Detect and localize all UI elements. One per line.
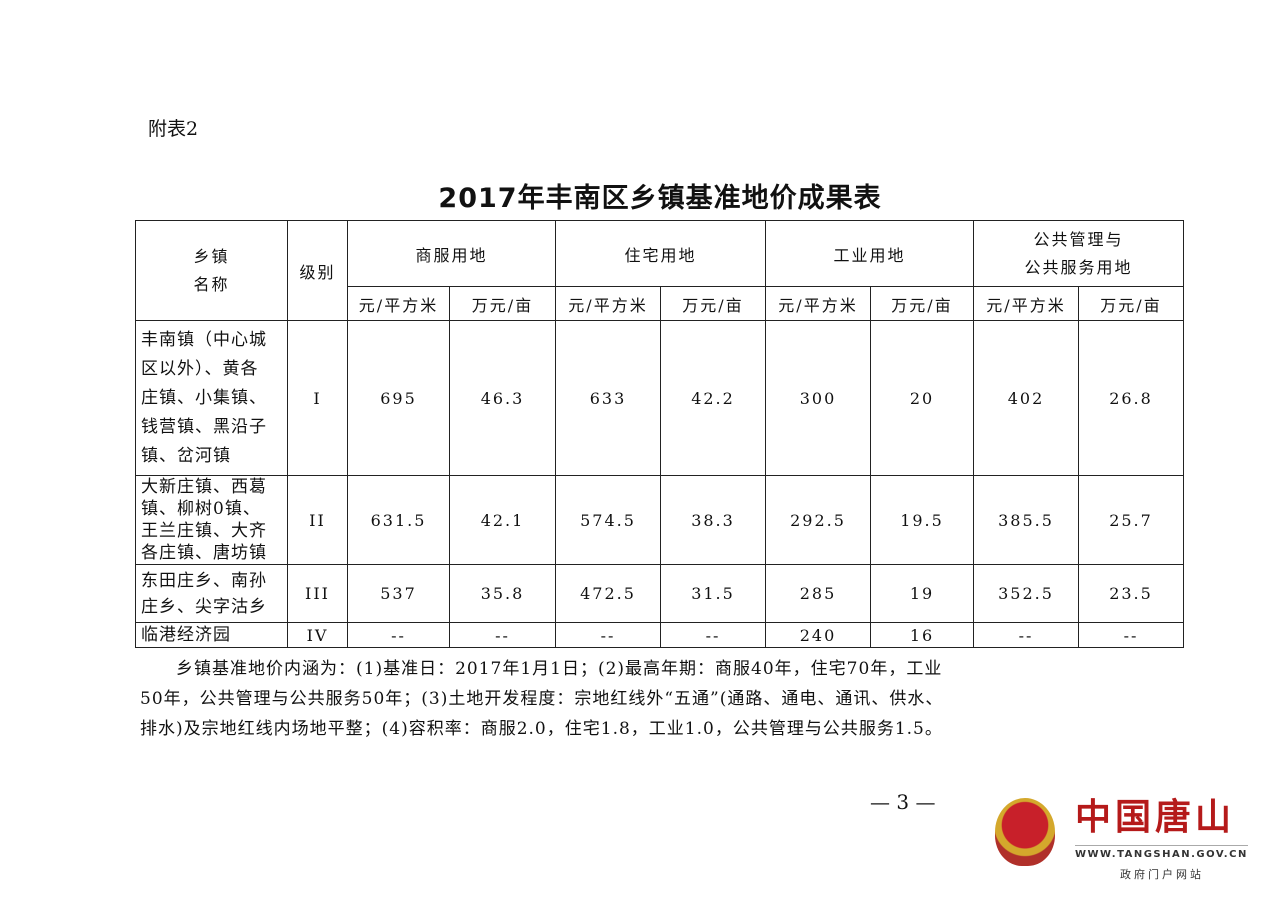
town-name-line: 各庄镇、唐坊镇 — [141, 543, 267, 563]
header-town-name: 乡镇 名称 — [135, 220, 288, 321]
content: 乡镇 名称 级别 商服用地 住宅用地 工业用地 公共管理与 公共服务用地 元/平… — [135, 220, 1195, 744]
header-unit: 万元/亩 — [870, 286, 974, 321]
note-line: 50年，公共管理与公共服务50年；(3)土地开发程度：宗地红线外“五通”(通路、… — [140, 689, 944, 709]
land-price-table: 乡镇 名称 级别 商服用地 住宅用地 工业用地 公共管理与 公共服务用地 元/平… — [135, 220, 1184, 648]
value-cell: 292.5 — [765, 475, 871, 565]
value-cell: 633 — [555, 320, 661, 476]
town-name-line: 镇、岔河镇 — [141, 445, 231, 466]
page-title: 2017年丰南区乡镇基准地价成果表 — [438, 183, 882, 214]
table-row: 丰南镇（中心城 区以外）、黄各 庄镇、小集镇、 钱营镇、黑沿子 镇、岔河镇 I 695 46.… — [135, 320, 1184, 476]
grade-cell: I — [287, 320, 348, 476]
value-cell: 574.5 — [555, 475, 661, 565]
value-cell: 240 — [765, 622, 871, 648]
value-cell: -- — [1078, 622, 1184, 648]
value-cell: 285 — [765, 564, 871, 623]
table-row: 东田庄乡、南孙 庄乡、尖字沽乡 III 537 35.8 472.5 31.5 285 19 35… — [135, 564, 1184, 623]
value-cell: -- — [973, 622, 1079, 648]
value-cell: 385.5 — [973, 475, 1079, 565]
value-cell: 46.3 — [449, 320, 556, 476]
value-cell: -- — [660, 622, 766, 648]
value-cell: 19 — [870, 564, 974, 623]
header-unit: 万元/亩 — [660, 286, 766, 321]
town-name-line: 丰南镇（中心城 — [141, 329, 267, 350]
town-name-line: 庄乡、尖字沽乡 — [141, 596, 267, 617]
header-group: 工业用地 — [765, 220, 974, 287]
header-group: 公共管理与 公共服务用地 — [973, 220, 1184, 287]
value-cell: 20 — [870, 320, 974, 476]
header-grade: 级别 — [287, 220, 348, 321]
town-name-line: 庄镇、小集镇、 — [141, 387, 267, 408]
town-name-cell: 丰南镇（中心城 区以外）、黄各 庄镇、小集镇、 钱营镇、黑沿子 镇、岔河镇 — [135, 320, 288, 476]
header-text: 乡镇 — [193, 246, 230, 266]
value-cell: 352.5 — [973, 564, 1079, 623]
value-cell: 537 — [347, 564, 450, 623]
value-cell: 16 — [870, 622, 974, 648]
town-name-line: 临港经济园 — [141, 625, 231, 645]
logo-subtitle: 政府门户网站 — [1120, 868, 1204, 881]
value-cell: 42.2 — [660, 320, 766, 476]
town-name-cell: 临港经济园 — [135, 622, 288, 648]
town-name-cell: 大新庄镇、西葛 镇、柳树0镇、 王兰庄镇、大齐 各庄镇、唐坊镇 — [135, 475, 288, 565]
header-unit: 万元/亩 — [1078, 286, 1184, 321]
value-cell: 300 — [765, 320, 871, 476]
value-cell: -- — [449, 622, 556, 648]
grade-cell: II — [287, 475, 348, 565]
value-cell: 35.8 — [449, 564, 556, 623]
town-name-line: 大新庄镇、西葛 — [141, 477, 267, 497]
value-cell: 695 — [347, 320, 450, 476]
header-unit: 元/平方米 — [973, 286, 1079, 321]
value-cell: 23.5 — [1078, 564, 1184, 623]
value-cell: -- — [347, 622, 450, 648]
header-unit: 元/平方米 — [347, 286, 450, 321]
town-name-line: 东田庄乡、南孙 — [141, 570, 267, 591]
page-number: — 3 — — [870, 790, 936, 814]
table-row: 临港经济园 IV -- -- -- -- 240 16 -- -- — [135, 622, 1184, 648]
value-cell: 26.8 — [1078, 320, 1184, 476]
header-group: 住宅用地 — [555, 220, 766, 287]
note-line: 乡镇基准地价内涵为：(1)基准日：2017年1月1日；(2)最高年期：商服40年… — [140, 659, 943, 679]
town-name-cell: 东田庄乡、南孙 庄乡、尖字沽乡 — [135, 564, 288, 623]
value-cell: 38.3 — [660, 475, 766, 565]
header-text: 公共服务用地 — [1024, 257, 1133, 277]
header-unit: 万元/亩 — [449, 286, 556, 321]
watermark-logo: 中国唐山 WWW.TANGSHAN.GOV.CN 政府门户网站 — [990, 790, 1270, 890]
table-row: 大新庄镇、西葛 镇、柳树0镇、 王兰庄镇、大齐 各庄镇、唐坊镇 II 631.5 42.1 5… — [135, 475, 1184, 565]
value-cell: 19.5 — [870, 475, 974, 565]
logo-url: WWW.TANGSHAN.GOV.CN — [1075, 845, 1248, 862]
header-unit: 元/平方米 — [765, 286, 871, 321]
appendix-label: 附表2 — [148, 118, 199, 140]
value-cell: 42.1 — [449, 475, 556, 565]
grade-cell: IV — [287, 622, 348, 648]
value-cell: 31.5 — [660, 564, 766, 623]
town-name-line: 钱营镇、黑沿子 — [141, 416, 267, 437]
value-cell: 402 — [973, 320, 1079, 476]
header-group: 商服用地 — [347, 220, 556, 287]
value-cell: 472.5 — [555, 564, 661, 623]
value-cell: 631.5 — [347, 475, 450, 565]
header-text: 公共管理与 — [1033, 229, 1124, 249]
notes: 乡镇基准地价内涵为：(1)基准日：2017年1月1日；(2)最高年期：商服40年… — [140, 654, 1190, 744]
town-name-line: 王兰庄镇、大齐 — [141, 521, 267, 541]
town-name-line: 镇、柳树0镇、 — [141, 499, 261, 519]
note-line: 排水)及宗地红线内场地平整；(4)容积率：商服2.0，住宅1.8，工业1.0，公… — [140, 719, 943, 739]
header-text: 名称 — [193, 274, 230, 294]
national-emblem-icon — [995, 798, 1055, 866]
town-name-line: 区以外）、黄各 — [141, 358, 259, 379]
grade-cell: III — [287, 564, 348, 623]
logo-name: 中国唐山 — [1075, 796, 1236, 838]
header-unit: 元/平方米 — [555, 286, 661, 321]
value-cell: 25.7 — [1078, 475, 1184, 565]
value-cell: -- — [555, 622, 661, 648]
